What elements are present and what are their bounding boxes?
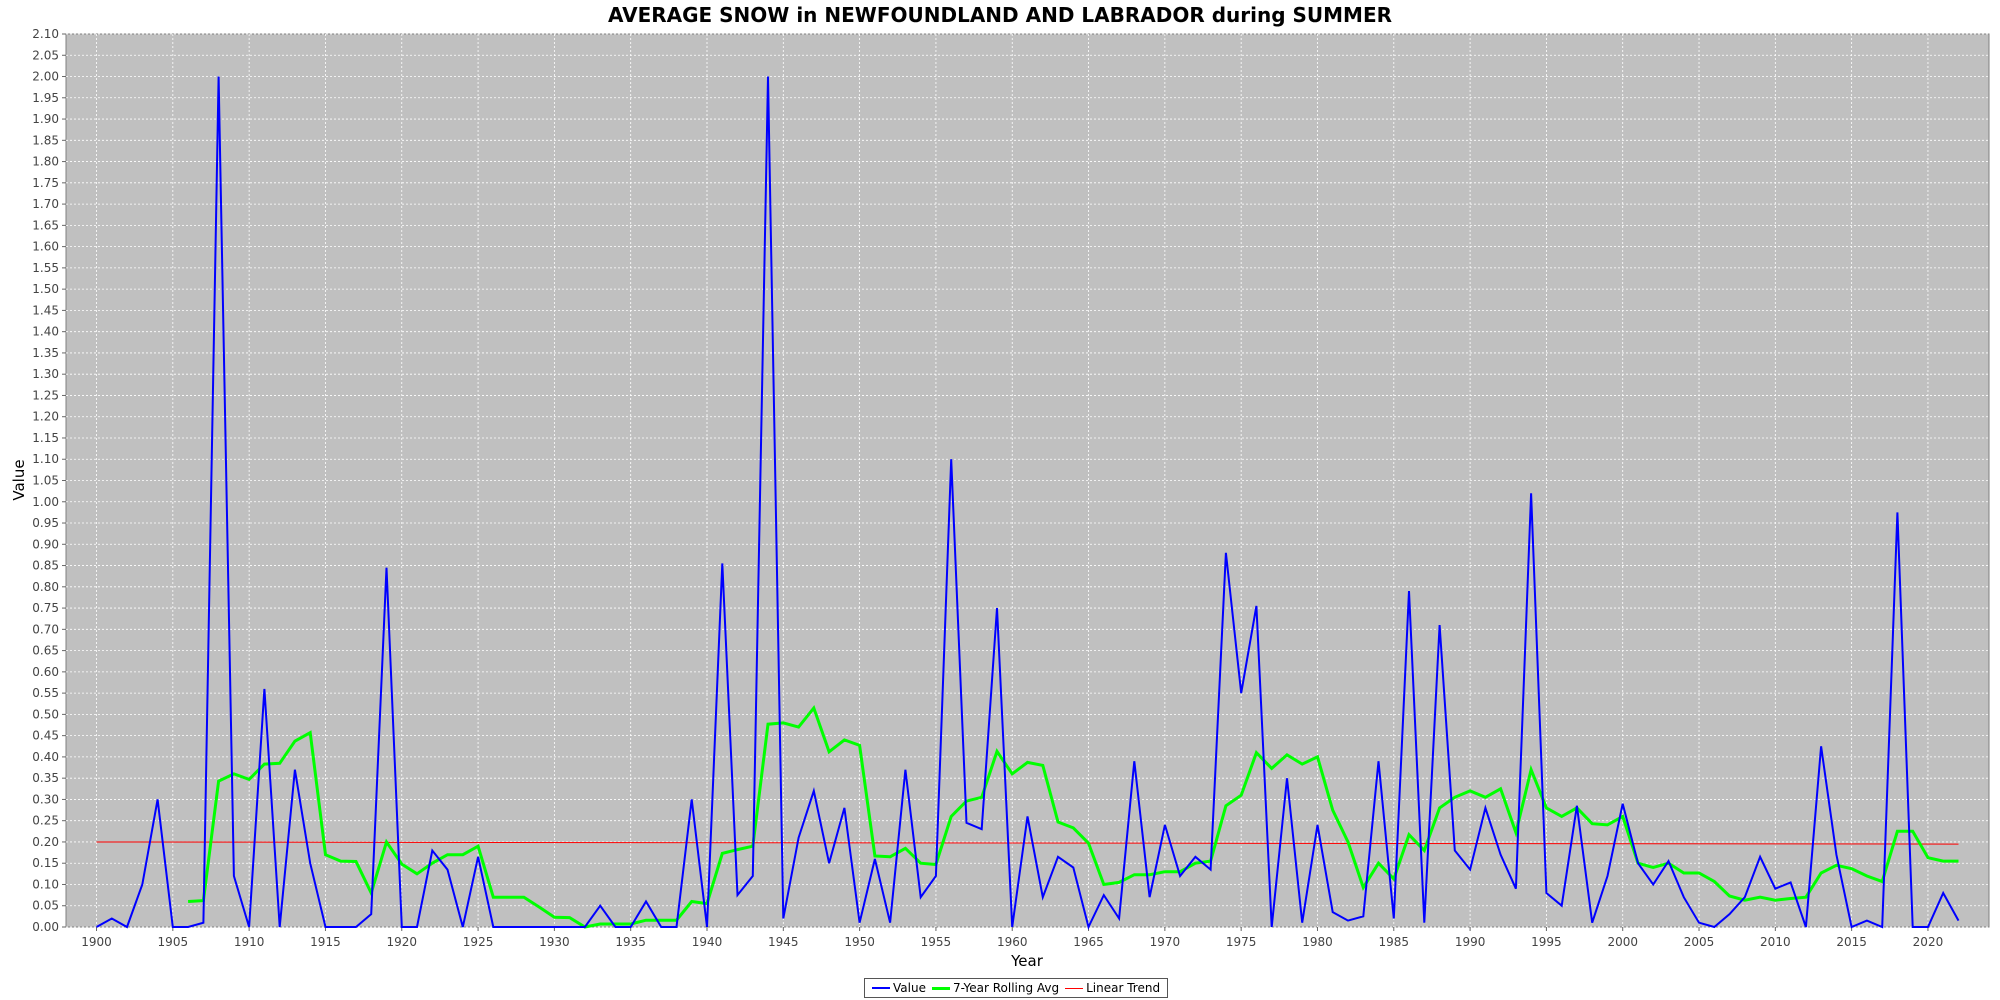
x-tick-label: 1990 <box>1455 935 1486 949</box>
y-tick-label: 0.10 <box>32 877 59 891</box>
x-tick-label: 1975 <box>1226 935 1257 949</box>
y-tick-label: 1.25 <box>32 388 59 402</box>
y-tick-label: 0.15 <box>32 856 59 870</box>
series-line-7-year-rolling-avg <box>188 704 1959 929</box>
y-tick-label: 0.30 <box>32 792 59 806</box>
y-tick-label: 0.25 <box>32 814 59 828</box>
y-tick-label: 1.95 <box>32 91 59 105</box>
x-tick-label: 1940 <box>692 935 723 949</box>
y-tick-label: 1.20 <box>32 410 59 424</box>
legend: Value 7-Year Rolling Avg Linear Trend <box>864 978 1169 998</box>
y-tick-label: 0.80 <box>32 580 59 594</box>
legend-label: Linear Trend <box>1086 981 1161 995</box>
y-tick-label: 0.50 <box>32 707 59 721</box>
y-tick-label: 1.85 <box>32 133 59 147</box>
y-tick-label: 0.45 <box>32 729 59 743</box>
legend-label: Value <box>893 981 926 995</box>
y-tick-label: 0.90 <box>32 537 59 551</box>
legend-item: 7-Year Rolling Avg <box>931 981 1060 995</box>
y-tick-label: 1.70 <box>32 197 59 211</box>
x-tick-label: 1995 <box>1531 935 1562 949</box>
y-tick-label: 1.65 <box>32 218 59 232</box>
y-tick-label: 1.00 <box>32 495 59 509</box>
series-group <box>96 76 1960 930</box>
y-tick-label: 0.00 <box>32 920 59 934</box>
x-tick-label: 2005 <box>1684 935 1715 949</box>
y-tick-label: 1.45 <box>32 303 59 317</box>
y-tick-label: 1.50 <box>32 282 59 296</box>
y-tick-label: 1.75 <box>32 176 59 190</box>
y-tick-label: 1.15 <box>32 431 59 445</box>
x-tick-label: 1960 <box>997 935 1028 949</box>
x-tick-label: 1965 <box>1073 935 1104 949</box>
x-axis-title: Year <box>1010 952 1044 970</box>
y-tick-label: 1.40 <box>32 325 59 339</box>
y-tick-label: 1.30 <box>32 367 59 381</box>
y-tick-label: 2.10 <box>32 27 59 41</box>
y-tick-label: 0.85 <box>32 559 59 573</box>
y-axis-title: Value <box>10 459 28 500</box>
x-tick-label: 2010 <box>1760 935 1791 949</box>
x-tick-label: 1955 <box>921 935 952 949</box>
x-tick-label: 2000 <box>1607 935 1638 949</box>
series-line-value <box>96 76 1960 930</box>
legend-label: 7-Year Rolling Avg <box>952 981 1060 995</box>
legend-item: Linear Trend <box>1065 981 1160 995</box>
x-tick-label: 1950 <box>844 935 875 949</box>
y-tick-label: 1.35 <box>32 346 59 360</box>
y-axis: 0.00 0.05 0.10 0.15 0.20 0.25 0.30 0.35 0.40 0.45… <box>32 27 66 934</box>
y-tick-label: 0.95 <box>32 516 59 530</box>
y-tick-label: 1.10 <box>32 452 59 466</box>
y-tick-label: 0.60 <box>32 665 59 679</box>
y-tick-label: 0.75 <box>32 601 59 615</box>
x-tick-label: 1910 <box>234 935 265 949</box>
legend-swatch <box>931 986 950 990</box>
y-tick-label: 0.55 <box>32 686 59 700</box>
y-tick-label: 1.90 <box>32 112 59 126</box>
series-line-linear-trend <box>96 841 1959 845</box>
y-tick-label: 0.35 <box>32 771 59 785</box>
legend-item: Value <box>872 981 926 995</box>
chart-title: AVERAGE SNOW in NEWFOUNDLAND AND LABRADO… <box>607 3 1393 27</box>
y-tick-label: 0.20 <box>32 835 59 849</box>
y-tick-label: 0.40 <box>32 750 59 764</box>
y-tick-label: 0.65 <box>32 644 59 658</box>
y-tick-label: 0.70 <box>32 622 59 636</box>
y-tick-label: 1.80 <box>32 155 59 169</box>
y-tick-label: 2.05 <box>32 48 59 62</box>
x-tick-label: 1935 <box>615 935 646 949</box>
x-tick-label: 2020 <box>1913 935 1944 949</box>
x-tick-label: 2015 <box>1836 935 1867 949</box>
x-tick-label: 1920 <box>386 935 417 949</box>
y-tick-label: 0.05 <box>32 899 59 913</box>
x-tick-label: 1915 <box>310 935 341 949</box>
x-tick-label: 1980 <box>1302 935 1333 949</box>
legend-swatch <box>872 987 890 989</box>
y-tick-label: 2.00 <box>32 70 59 84</box>
y-tick-label: 1.55 <box>32 261 59 275</box>
x-tick-label: 1930 <box>539 935 570 949</box>
x-tick-label: 1905 <box>158 935 189 949</box>
x-tick-label: 1970 <box>1150 935 1181 949</box>
legend-swatch <box>1065 987 1084 989</box>
y-tick-label: 1.05 <box>32 474 59 488</box>
x-tick-label: 1985 <box>1379 935 1410 949</box>
y-tick-label: 1.60 <box>32 240 59 254</box>
x-tick-label: 1945 <box>768 935 799 949</box>
x-tick-label: 1900 <box>81 935 112 949</box>
x-tick-label: 1925 <box>463 935 494 949</box>
x-axis: 1900 1905 1910 1915 1920 1925 1930 1935 1940 1945… <box>81 927 1943 949</box>
